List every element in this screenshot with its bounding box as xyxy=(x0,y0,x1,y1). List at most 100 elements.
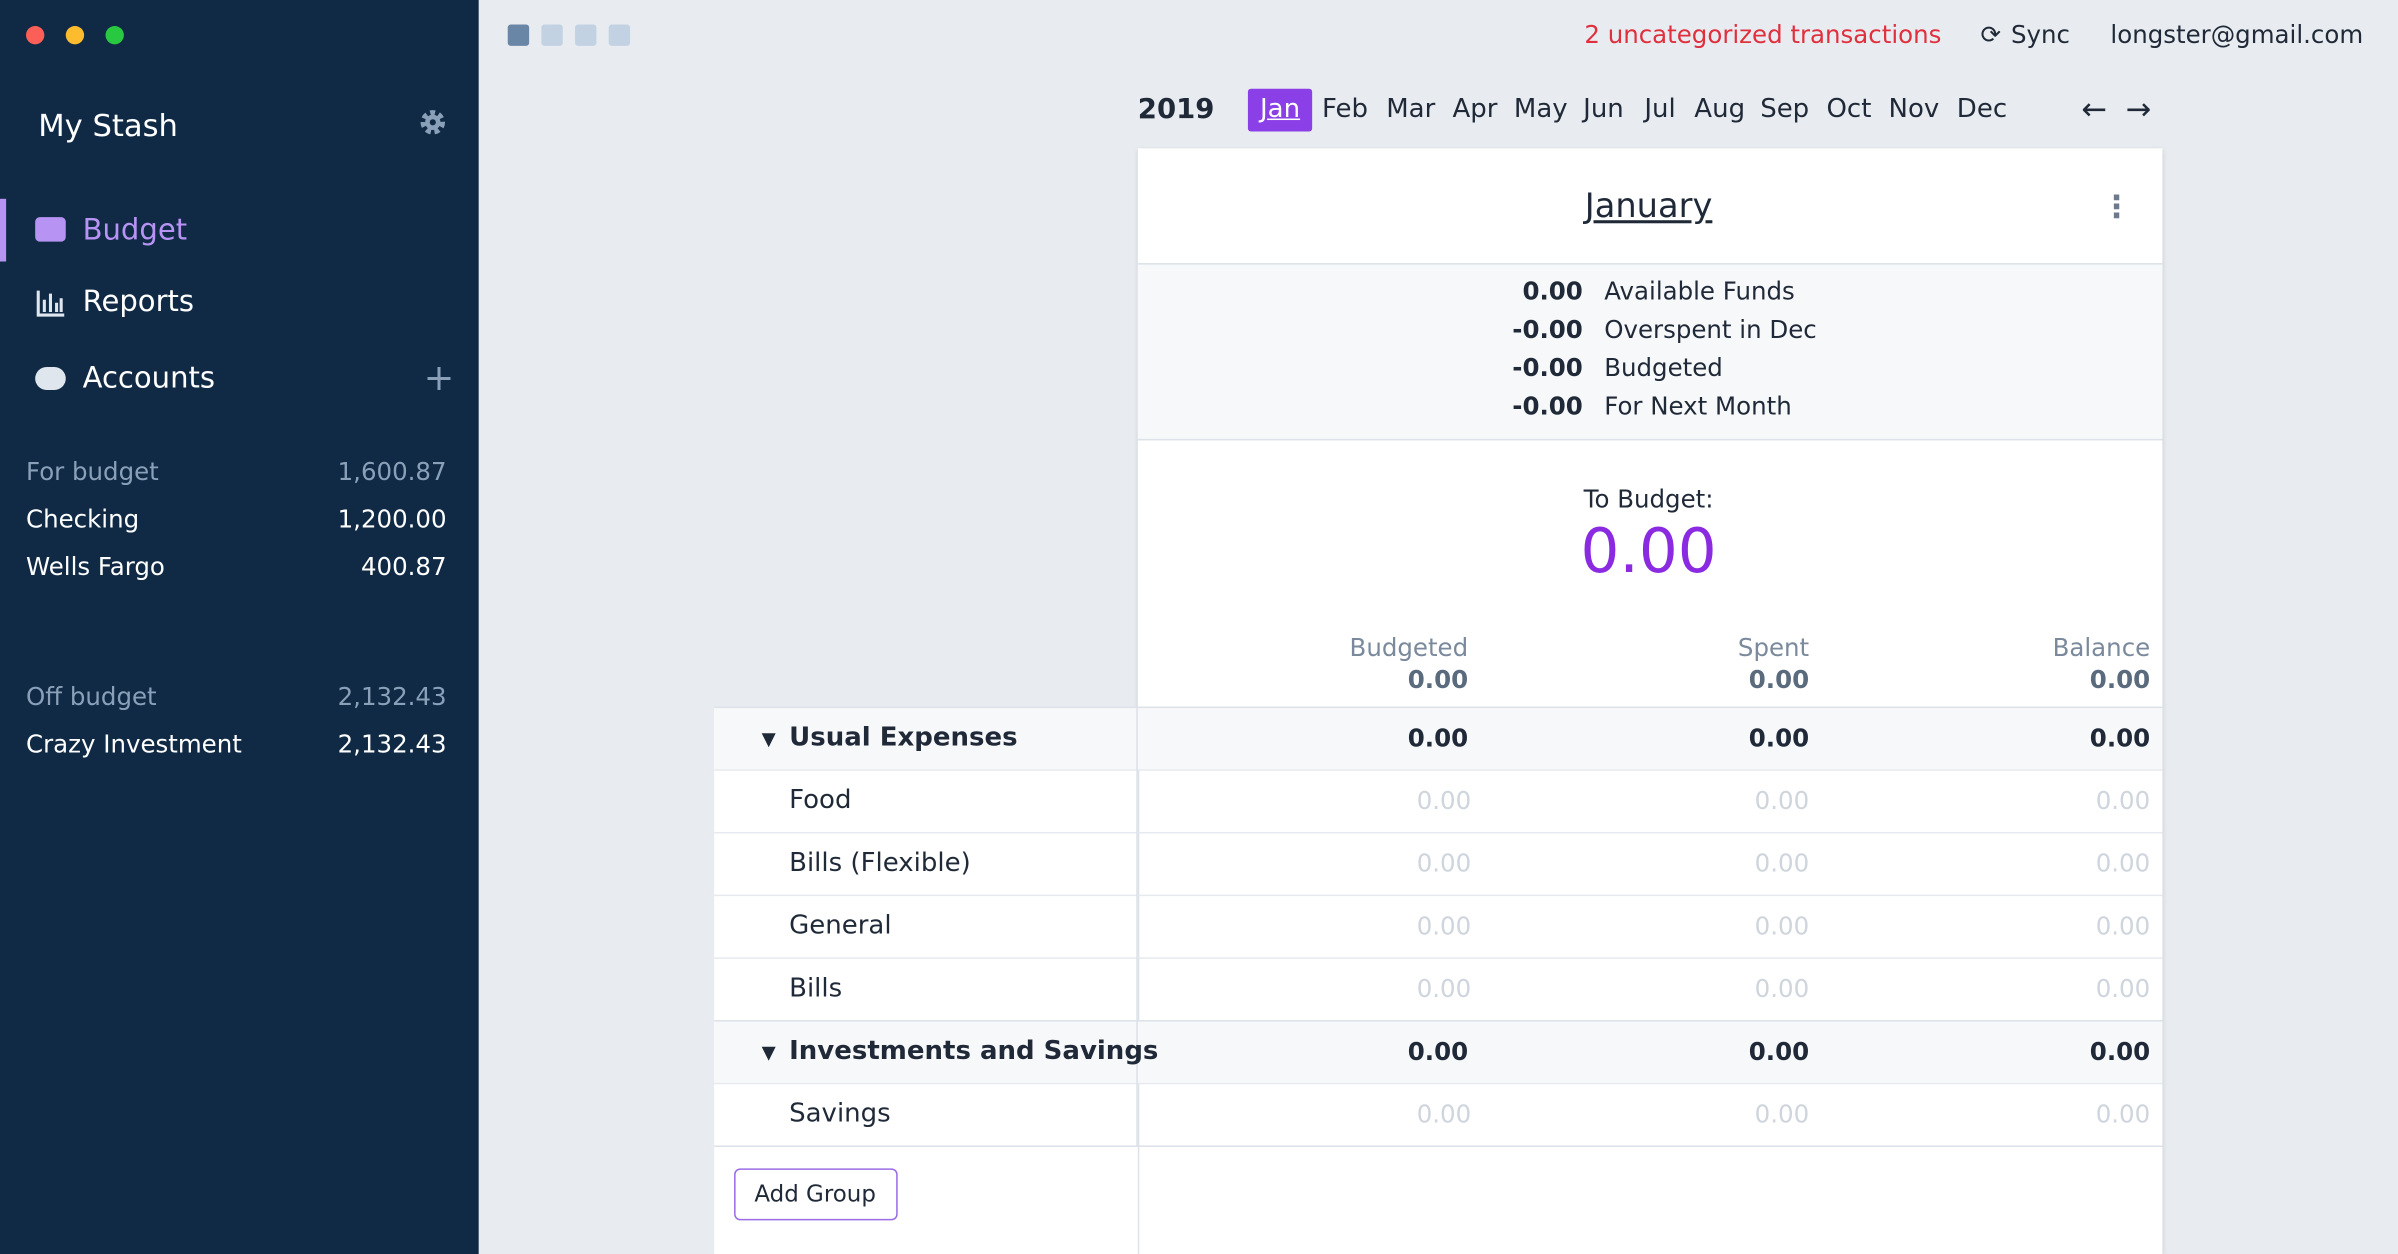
month-tab[interactable]: Jul xyxy=(1644,94,1676,125)
category-value[interactable]: 0.00 xyxy=(2095,1099,2151,1129)
month-tab[interactable]: Nov xyxy=(1888,94,1940,125)
month-tab[interactable]: Dec xyxy=(1956,94,2008,125)
month-tab[interactable]: Jun xyxy=(1583,94,1624,125)
column-total: 0.00 xyxy=(2089,665,2151,695)
group-name[interactable]: Usual Expenses xyxy=(789,722,1018,754)
summary-value: -0.00 xyxy=(1512,391,1583,421)
menu-dots[interactable]: ⋮ xyxy=(2101,188,2132,225)
group-value: 0.00 xyxy=(1407,723,1469,753)
month-tab[interactable]: Feb xyxy=(1321,94,1369,125)
prev-arrow[interactable]: ← xyxy=(2081,90,2108,127)
user-email[interactable]: longster@gmail.com xyxy=(2110,19,2364,49)
account-group-total: 1,600.87 xyxy=(337,457,447,487)
account-group-name[interactable]: Off budget xyxy=(25,682,157,712)
summary-value: -0.00 xyxy=(1512,315,1583,345)
category-name[interactable]: Bills (Flexible) xyxy=(789,847,971,879)
zoom-button[interactable] xyxy=(105,25,124,45)
month-tab[interactable]: May xyxy=(1513,94,1568,125)
settings-icon[interactable] xyxy=(417,107,448,138)
nav-item[interactable]: Accounts xyxy=(82,361,216,396)
category-value[interactable]: 0.00 xyxy=(1754,974,1810,1004)
account-balance: 1,200.00 xyxy=(337,504,447,534)
divider xyxy=(1136,1082,1138,1146)
month-tab[interactable]: Oct xyxy=(1826,94,1872,125)
add-group-label[interactable]: Add Group xyxy=(754,1179,876,1208)
divider xyxy=(1136,831,1138,895)
minimize-button[interactable] xyxy=(65,25,85,45)
account-group-name[interactable]: For budget xyxy=(25,457,159,487)
column-header: Spent xyxy=(1737,633,1810,663)
toolbar-square[interactable] xyxy=(541,24,563,46)
toolbar-square[interactable] xyxy=(575,24,597,46)
category-value[interactable]: 0.00 xyxy=(1416,911,1472,941)
summary-label: Budgeted xyxy=(1604,353,1723,383)
year: 2019 xyxy=(1137,93,1215,126)
category-value[interactable]: 0.00 xyxy=(1416,974,1472,1004)
uncategorized-link[interactable]: 2 uncategorized transactions xyxy=(1584,19,1942,49)
nav-item[interactable]: Reports xyxy=(82,285,195,319)
month-tab[interactable]: Sep xyxy=(1760,94,1810,125)
month-tab[interactable]: Mar xyxy=(1386,94,1436,125)
category-value[interactable]: 0.00 xyxy=(1416,786,1472,816)
category-value[interactable]: 0.00 xyxy=(1754,1099,1810,1129)
budget-name: My Stash xyxy=(38,107,178,144)
category-name[interactable]: General xyxy=(789,910,892,942)
category-value[interactable]: 0.00 xyxy=(2095,786,2151,816)
group-name[interactable]: Investments and Savings xyxy=(789,1036,1159,1067)
collapse-icon[interactable]: ▼ xyxy=(761,727,776,750)
add-group-button[interactable] xyxy=(734,1168,898,1221)
category-value[interactable]: 0.00 xyxy=(1416,1099,1472,1129)
nav-item[interactable]: Budget xyxy=(82,213,188,247)
account-name[interactable]: Crazy Investment xyxy=(25,729,242,759)
account-balance: 2,132.43 xyxy=(337,729,447,759)
category-value[interactable]: 0.00 xyxy=(1754,848,1810,878)
category-value[interactable]: 0.00 xyxy=(1754,911,1810,941)
summary-value: 0.00 xyxy=(1522,276,1583,306)
column-header: Budgeted xyxy=(1349,633,1469,663)
category-value[interactable]: 0.00 xyxy=(2095,911,2151,941)
month-tab[interactable]: Aug xyxy=(1694,94,1746,125)
group-value: 0.00 xyxy=(1748,1036,1810,1066)
sync-icon: ⟳ xyxy=(1980,19,2001,49)
category-value[interactable]: 0.00 xyxy=(2095,974,2151,1004)
group-value: 0.00 xyxy=(2089,1036,2151,1066)
month-title[interactable]: January xyxy=(1584,188,1713,227)
month-tab[interactable]: Jan xyxy=(1259,94,1301,125)
category-value[interactable]: 0.00 xyxy=(1754,786,1810,816)
category-name[interactable]: Bills xyxy=(789,973,843,1004)
next-arrow[interactable]: → xyxy=(2125,90,2152,127)
account-name[interactable]: Checking xyxy=(25,504,140,534)
category-name[interactable]: Food xyxy=(789,785,852,816)
toolbar-square[interactable] xyxy=(608,24,631,46)
summary-value: -0.00 xyxy=(1512,353,1583,383)
category-value[interactable]: 0.00 xyxy=(1416,848,1472,878)
to-budget-label: To Budget: xyxy=(1583,484,1714,514)
category-value[interactable]: 0.00 xyxy=(2095,848,2151,878)
active-indicator xyxy=(0,198,7,262)
group-value: 0.00 xyxy=(1748,723,1810,753)
add-account[interactable]: + xyxy=(423,356,455,400)
month-tab[interactable]: Apr xyxy=(1452,94,1498,125)
account-name[interactable]: Wells Fargo xyxy=(25,552,165,582)
divider xyxy=(1136,769,1138,832)
summary-band xyxy=(1137,263,2163,441)
collapse-icon[interactable]: ▼ xyxy=(761,1041,776,1063)
summary-label: Available Funds xyxy=(1604,276,1795,306)
category-row xyxy=(714,831,2163,895)
accounts-icon xyxy=(35,367,66,390)
divider xyxy=(1136,957,1138,1021)
column-total: 0.00 xyxy=(1407,665,1469,695)
close-button[interactable] xyxy=(25,25,45,45)
divider xyxy=(1136,1020,1138,1083)
group-value: 0.00 xyxy=(2089,723,2151,753)
category-name[interactable]: Savings xyxy=(789,1098,891,1130)
account-group-total: 2,132.43 xyxy=(337,682,447,712)
summary-label: For Next Month xyxy=(1604,391,1792,421)
sidebar xyxy=(0,0,479,1254)
divider xyxy=(1136,706,1138,770)
toolbar-square[interactable] xyxy=(507,24,530,46)
sync-button[interactable]: Sync xyxy=(2011,19,2071,49)
group-row xyxy=(714,706,2163,770)
reports-icon xyxy=(36,290,65,317)
category-row xyxy=(714,957,2163,1020)
